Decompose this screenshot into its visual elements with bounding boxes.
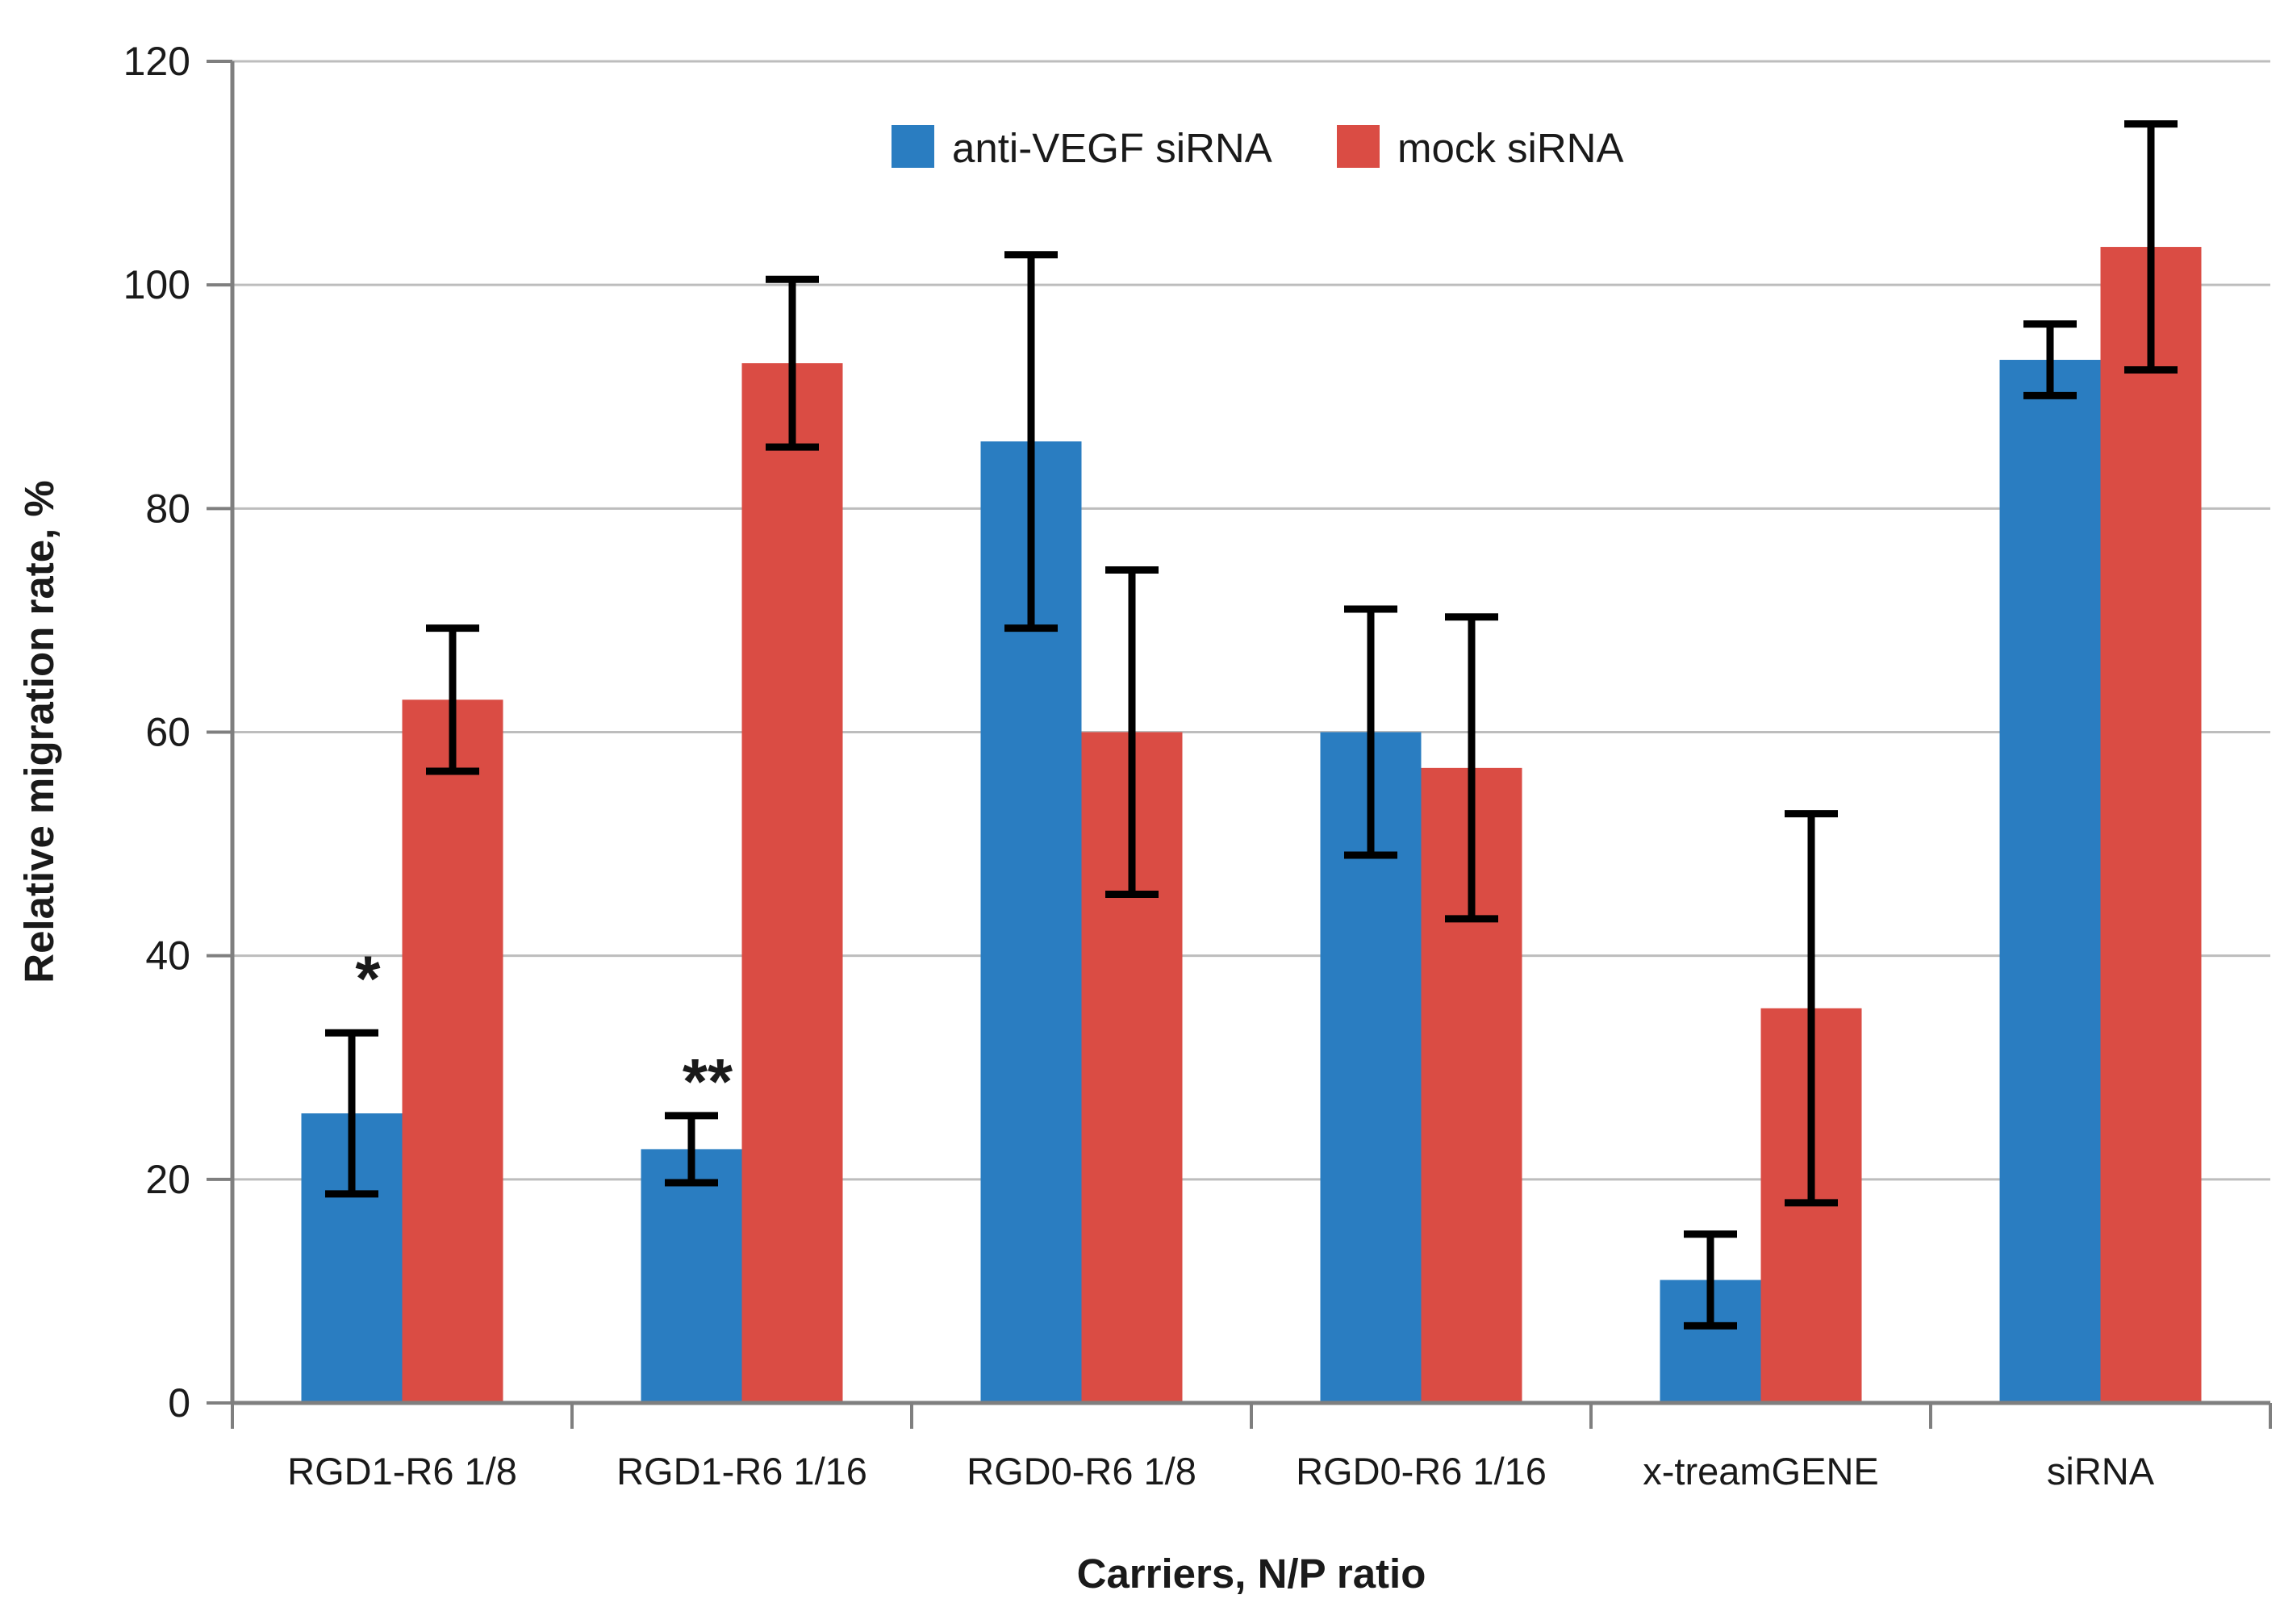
y-tick-label: 20 (145, 1157, 190, 1202)
error-bar (1445, 613, 1498, 923)
x-category-labels: RGD1-R6 1/8 RGD1-R6 1/16 RGD0-R6 1/8 RGD0-R… (287, 1450, 2155, 1492)
error-bar (1785, 810, 1838, 1207)
x-category-label: x-treamGENE (1643, 1450, 1879, 1492)
error-bar (1105, 566, 1159, 898)
y-tick-label: 80 (145, 486, 190, 531)
x-category-label: RGD1-R6 1/8 (287, 1450, 517, 1492)
y-tick-label: 40 (145, 933, 190, 979)
error-bar (1344, 605, 1397, 859)
y-tick-label: 100 (123, 262, 190, 307)
error-bar (325, 1029, 378, 1198)
bar (402, 699, 503, 1403)
error-bar (665, 1112, 718, 1187)
x-axis-title: Carriers, N/P ratio (1077, 1551, 1426, 1597)
gridlines (232, 60, 2270, 1181)
significance-annotation: * (355, 943, 381, 1015)
legend-label-mock-sirna: mock siRNA (1397, 125, 1624, 171)
error-bar (1684, 1230, 1737, 1330)
y-tick-label: 0 (168, 1380, 190, 1426)
axes (207, 60, 2272, 1429)
bar (2100, 247, 2202, 1403)
bar (641, 1149, 742, 1403)
bar (741, 363, 843, 1403)
legend-swatch-anti-vegf-sirna (892, 125, 934, 168)
error-bar (2124, 120, 2178, 374)
error-bar (1004, 251, 1058, 632)
significance-annotations: *** (355, 943, 733, 1117)
legend-swatch-mock-sirna (1337, 125, 1380, 168)
error-bars (325, 120, 2178, 1330)
y-axis-title: Relative migration rate, % (16, 480, 62, 983)
y-tick-label: 120 (123, 39, 190, 84)
y-tick-label: 60 (145, 710, 190, 755)
x-category-label: RGD0-R6 1/8 (967, 1450, 1196, 1492)
bars (301, 247, 2202, 1404)
x-category-label: RGD1-R6 1/16 (616, 1450, 867, 1492)
x-category-label: RGD0-R6 1/16 (1296, 1450, 1547, 1492)
y-tick-labels: 0 20 40 60 80 100 120 (123, 39, 190, 1426)
legend-label-anti-vegf-sirna: anti-VEGF siRNA (952, 125, 1272, 171)
x-category-label: siRNA (2047, 1450, 2155, 1492)
error-bar (2023, 320, 2077, 399)
error-bar (766, 275, 819, 451)
error-bar (426, 624, 479, 775)
legend: anti-VEGF siRNA mock siRNA (892, 125, 1624, 171)
significance-annotation: ** (683, 1046, 733, 1117)
bar (1999, 360, 2101, 1404)
